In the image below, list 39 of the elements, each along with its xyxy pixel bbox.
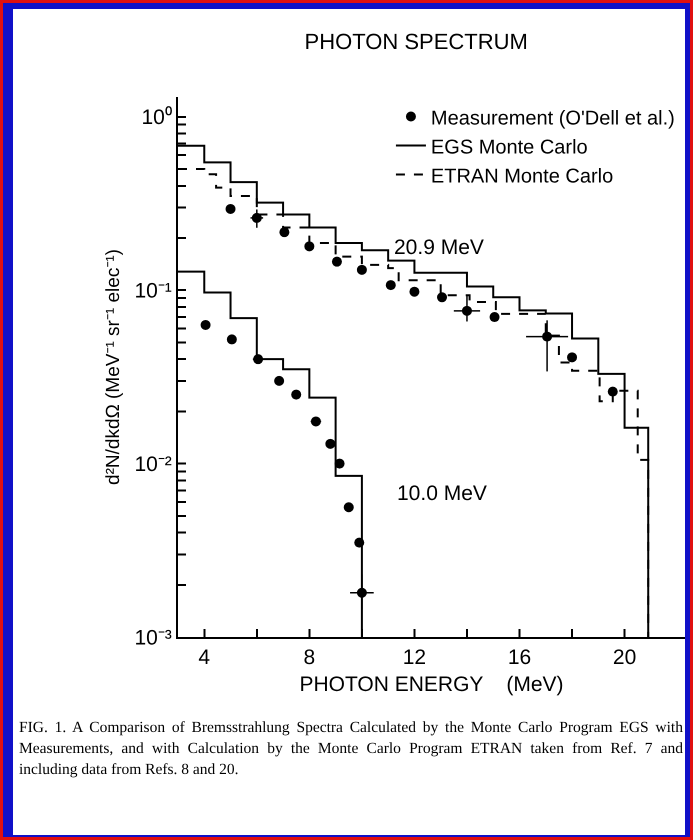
point <box>437 292 448 302</box>
legend-label: EGS Monte Carlo <box>430 136 588 158</box>
y-tick-label: 10⁰ <box>141 106 172 130</box>
point <box>386 280 396 290</box>
y-tick-label: 10⁻² <box>134 452 172 476</box>
point <box>310 416 321 426</box>
annotation: 10.0 MeV <box>397 482 487 505</box>
point <box>356 264 367 275</box>
caption: FIG. 1. A Comparison of Bremsstrahlung Spectra Calculated by the Monte Carlo Program EGS with Measurements, and with Calculation by the Monte Carlo Program ETRAN taken from Ref. 7 and including data from Refs. 8 and 20. <box>19 718 683 780</box>
x-tick-label: 12 <box>402 646 426 670</box>
point <box>291 390 302 400</box>
x-tick-label: 20 <box>612 646 636 670</box>
point <box>542 332 552 342</box>
x-axis-title: PHOTON ENERGY (MeV) <box>299 672 564 696</box>
legend-label: ETRAN Monte Carlo <box>430 165 614 188</box>
point <box>325 438 336 449</box>
point <box>226 334 237 344</box>
point <box>226 204 236 214</box>
legend-label: Measurement (O'Dell et al.) <box>430 107 675 130</box>
point <box>344 502 354 512</box>
point <box>304 241 314 252</box>
point <box>490 312 500 322</box>
point <box>608 386 618 397</box>
point <box>409 286 420 297</box>
point <box>567 352 578 362</box>
point <box>462 306 472 316</box>
chart-title: PHOTON SPECTRUM <box>304 28 528 54</box>
point <box>200 320 211 330</box>
x-tick-label: 4 <box>198 646 210 670</box>
y-tick-label: 10⁻¹ <box>134 280 172 303</box>
y-axis-title: d²N/dkdΩ (MeV⁻¹ sr⁻¹ elec⁻¹) <box>102 249 124 485</box>
y-tick-label: 10⁻³ <box>134 626 172 650</box>
point <box>332 256 342 267</box>
point <box>274 376 284 386</box>
point <box>252 212 262 223</box>
x-tick-label: 16 <box>508 646 532 670</box>
x-tick-label: 8 <box>304 646 316 670</box>
point <box>279 227 290 238</box>
annotation: 20.9 MeV <box>394 236 484 259</box>
